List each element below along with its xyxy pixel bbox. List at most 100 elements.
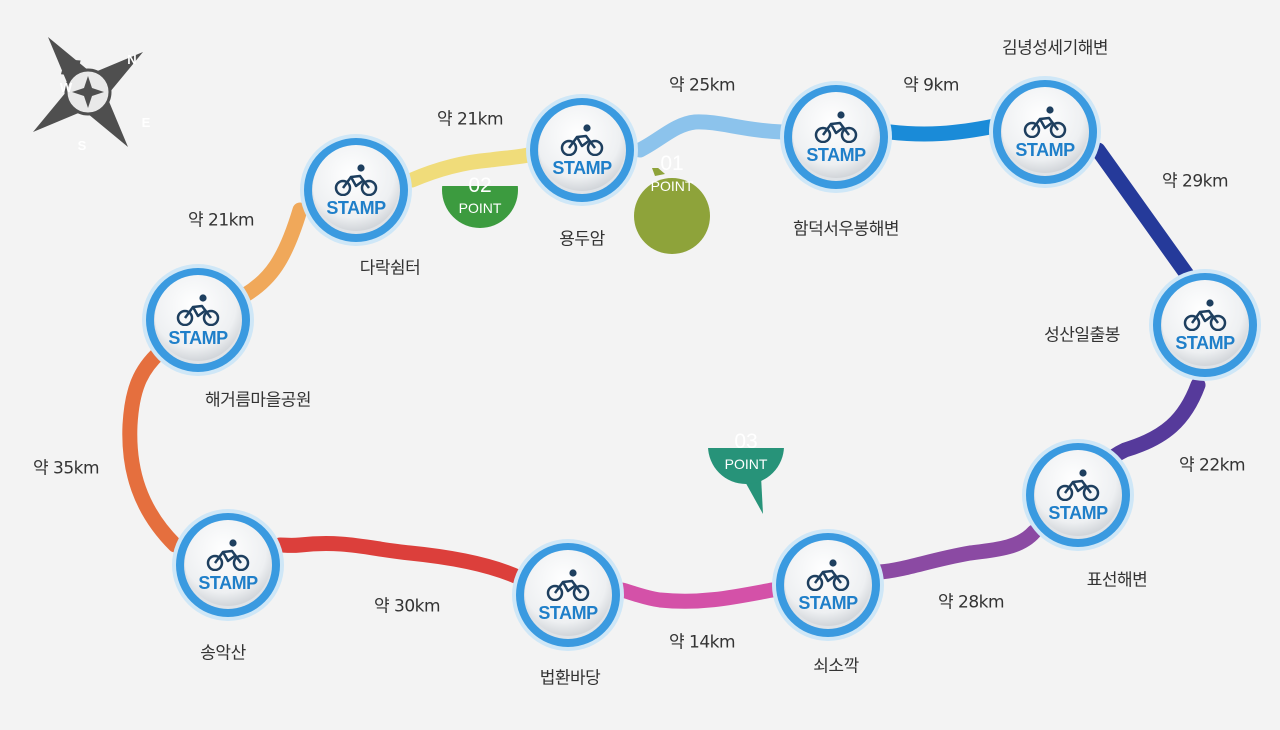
- stamp-badge-graphic: [172, 509, 284, 621]
- stamp-face: [185, 520, 271, 606]
- stamp-badge-graphic: [300, 134, 412, 246]
- bicycle-icon: [546, 569, 590, 601]
- compass-letter-e: E: [142, 115, 151, 130]
- route-segment-yongduam-hamdeok: [632, 114, 790, 158]
- point-bubble-03[interactable]: 03 POINT: [701, 430, 791, 548]
- point-bubble-02[interactable]: 02 POINT: [435, 174, 525, 286]
- stamp-label: STAMP: [198, 573, 258, 593]
- station-name-beophwan: 법환바당: [539, 668, 601, 689]
- stamp-hamdeok[interactable]: STAMP: [778, 79, 894, 195]
- station-name-pyoseon: 표선해변: [1086, 570, 1148, 591]
- stamp-gimnyeong[interactable]: STAMP: [987, 74, 1103, 190]
- stamp-face: [1035, 450, 1121, 536]
- compass-letter-s: S: [78, 138, 87, 153]
- stamp-face: [1002, 87, 1088, 173]
- stamp-badge-graphic: [772, 529, 884, 641]
- stamp-yongduam[interactable]: STAMP: [524, 92, 640, 208]
- stamp-badge-graphic: [526, 94, 638, 206]
- bicycle-icon: [1183, 299, 1227, 331]
- distance-label: 약 21km: [187, 210, 255, 231]
- stamp-seongsan[interactable]: STAMP: [1147, 267, 1263, 383]
- point-bubble-circle: [442, 186, 518, 228]
- point-bubble-shape: [743, 476, 763, 514]
- stamp-label: STAMP: [1015, 140, 1075, 160]
- stamp-darak[interactable]: STAMP: [298, 132, 414, 248]
- bicycle-icon: [176, 294, 220, 326]
- stamp-label: STAMP: [552, 158, 612, 178]
- distance-label: 약 9km: [903, 75, 959, 96]
- route-segment-songaksan-haegeoreum: [122, 344, 183, 553]
- stamp-face: [313, 145, 399, 231]
- stamp-badge-graphic: [989, 76, 1101, 188]
- stamp-label: STAMP: [1048, 503, 1108, 523]
- point-number: 03: [734, 430, 758, 453]
- route-segment-soesokkak-beophwan: [614, 582, 780, 609]
- route-segment-beophwan-songaksan: [272, 536, 528, 586]
- station-name-hamdeok: 함덕서우봉해변: [793, 219, 899, 240]
- bicycle-icon: [1023, 106, 1067, 138]
- bicycle-icon: [1056, 469, 1100, 501]
- distance-label: 약 28km: [937, 592, 1005, 613]
- stamp-label: STAMP: [806, 145, 866, 165]
- compass-star: [72, 76, 104, 108]
- stamp-face: [1162, 280, 1248, 366]
- route-segment-darak-yongduam: [404, 147, 536, 188]
- stamp-pyoseon[interactable]: STAMP: [1020, 437, 1136, 553]
- speech-bubble-icon: [708, 448, 784, 514]
- stamp-soesokkak[interactable]: STAMP: [770, 527, 886, 643]
- stamp-label: STAMP: [1175, 333, 1235, 353]
- distance-label: 약 35km: [32, 458, 100, 479]
- point-number: 01: [660, 152, 684, 175]
- point-word: POINT: [458, 200, 502, 216]
- compass-letter-w: W: [60, 80, 73, 95]
- compass-letter-n: N: [127, 52, 136, 67]
- compass-icon: N E S W: [33, 37, 151, 153]
- distance-label: 약 30km: [373, 596, 441, 617]
- distance-label: 약 14km: [668, 632, 736, 653]
- bicycle-icon: [814, 111, 858, 143]
- station-name-haegeoreum: 해거름마을공원: [205, 390, 311, 411]
- stamp-badge-graphic: [1149, 269, 1261, 381]
- stamp-badge-graphic: [780, 81, 892, 193]
- stamp-face: [793, 92, 879, 178]
- station-name-songaksan: 송악산: [200, 643, 246, 664]
- stamp-label: STAMP: [168, 328, 228, 348]
- stamp-beophwan[interactable]: STAMP: [510, 537, 626, 653]
- stamp-badge-graphic: [142, 264, 254, 376]
- point-bubble-01[interactable]: 01 POINT: [627, 152, 717, 268]
- stamp-label: STAMP: [538, 603, 598, 623]
- distance-label: 약 21km: [436, 109, 504, 130]
- point-bubble-shape: [652, 168, 665, 176]
- distance-label: 약 25km: [668, 75, 736, 96]
- station-name-gimnyeong: 김녕성세기해변: [1002, 38, 1108, 59]
- point-word: POINT: [724, 456, 768, 472]
- stamp-label: STAMP: [798, 593, 858, 613]
- bicycle-icon: [206, 539, 250, 571]
- distance-label: 약 29km: [1161, 171, 1229, 192]
- stamp-haegeoreum[interactable]: STAMP: [140, 262, 256, 378]
- station-name-yongduam: 용두암: [559, 229, 605, 250]
- stamp-face: [539, 105, 625, 191]
- point-bubble-circle: [634, 178, 710, 254]
- bicycle-icon: [560, 124, 604, 156]
- stamp-songaksan[interactable]: STAMP: [170, 507, 286, 623]
- speech-bubble-icon: [442, 186, 518, 228]
- stamp-badge-graphic: [512, 539, 624, 651]
- route-segment-haegeoreum-darak: [237, 202, 308, 303]
- bicycle-icon: [806, 559, 850, 591]
- speech-bubble-icon: [634, 168, 710, 254]
- stamp-face: [785, 540, 871, 626]
- point-bubble-circle: [708, 448, 784, 484]
- point-word: POINT: [650, 178, 694, 194]
- route-segment-hamdeok-gimnyeong: [882, 118, 1003, 142]
- stamp-badge-graphic: [1022, 439, 1134, 551]
- station-name-soesokkak: 쇠소깍: [813, 656, 859, 677]
- route-segment-pyoseon-soesokkak: [872, 524, 1042, 580]
- stamp-face: [155, 275, 241, 361]
- bicycle-icon: [334, 164, 378, 196]
- station-name-seongsan: 성산일출봉: [1044, 325, 1120, 346]
- point-number: 02: [468, 174, 492, 197]
- stamp-face: [525, 550, 611, 636]
